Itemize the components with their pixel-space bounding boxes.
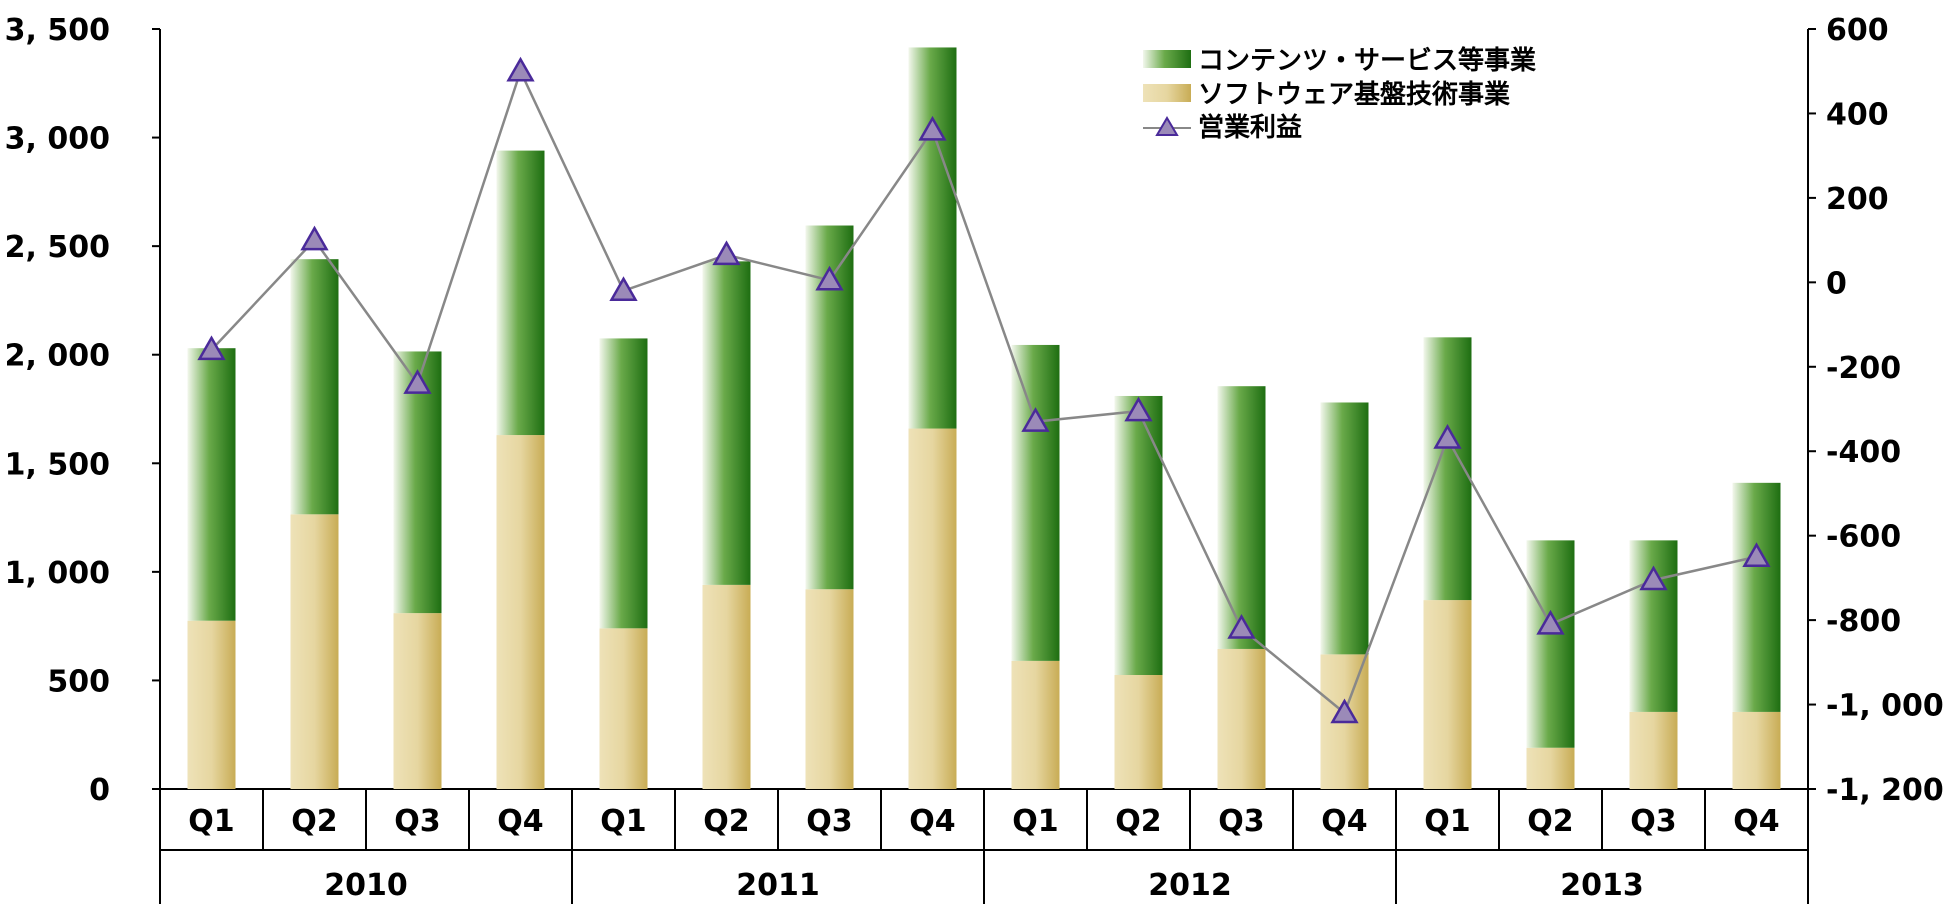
bar-contents [1320,402,1369,655]
operating-profit-point [506,56,535,82]
legend-label-operating-profit: 営業利益 [1198,113,1302,143]
quarter-label: Q4 [909,804,955,839]
operating-profit-line [197,56,1771,724]
bar-contents [290,259,339,515]
right-tick-label: 200 [1826,182,1889,217]
right-tick-label: -600 [1826,520,1901,555]
quarter-label: Q3 [1218,804,1264,839]
category-axis: Q1 Q2 Q3 Q4 Q1 Q2 Q3 Q4 Q1 Q2 Q3 Q4 Q1 Q2 Q3 Q4 2010 2011… [159,789,1809,904]
bar-software [1732,711,1781,789]
bar-software [805,589,854,789]
quarter-label: Q4 [1733,804,1779,839]
quarter-label: Q3 [806,804,852,839]
legend-swatch-contents [1143,50,1191,68]
quarter-label: Q4 [497,804,543,839]
axes: 0 500 1, 000 1, 500 2, 000 2, 500 3, 000 3, 500… [5,13,1944,808]
bar-contents [1732,482,1781,712]
quarter-label: Q2 [291,804,337,839]
left-tick-label: 3, 500 [5,13,110,48]
quarter-label: Q2 [1115,804,1161,839]
year-label: 2013 [1560,868,1644,903]
operating-profit-point [712,240,741,266]
bars [187,47,1781,789]
operating-profit-path [210,67,1757,716]
right-tick-label: -1, 200 [1826,773,1944,808]
bar-contents [393,351,442,614]
year-label: 2012 [1148,868,1232,903]
legend-swatch-marker [1155,116,1179,136]
bar-software [702,584,751,789]
bar-software [1114,675,1163,789]
bar-software [290,514,339,789]
bar-contents [1526,540,1575,748]
left-tick-label: 2, 000 [5,339,110,374]
left-tick-label: 1, 500 [5,447,110,482]
bar-software [187,620,236,789]
left-tick-label: 3, 000 [5,122,110,157]
operating-profit-point [403,369,432,394]
bar-contents [1217,386,1266,649]
bar-contents [187,348,236,621]
bar-software [1423,600,1472,789]
bar-software [1629,711,1678,789]
bar-contents [599,338,648,629]
right-tick-label: -1, 000 [1826,689,1944,724]
legend: コンテンツ・サービス等事業 ソフトウェア基盤技術事業 営業利益 [1143,45,1536,143]
left-tick-label: 0 [89,773,110,808]
bar-contents [908,47,957,429]
quarter-label: Q1 [1012,804,1058,839]
quarter-label: Q1 [600,804,646,839]
right-tick-label: -200 [1826,351,1901,386]
bar-contents [1011,344,1060,661]
operating-profit-point [1742,542,1771,568]
legend-label-contents: コンテンツ・サービス等事業 [1198,45,1536,76]
year-label: 2010 [324,868,408,903]
left-tick-label: 1, 000 [5,556,110,591]
quarter-label: Q4 [1321,804,1367,839]
quarter-label: Q2 [703,804,749,839]
operating-profit-point [815,265,844,291]
legend-swatch-software [1143,84,1191,102]
bar-software [1217,648,1266,789]
left-tick-label: 500 [47,664,110,699]
right-tick-label: -400 [1826,435,1901,470]
operating-profit-point [609,276,638,302]
quarter-label: Q3 [1630,804,1676,839]
legend-label-software: ソフトウェア基盤技術事業 [1198,80,1510,110]
bar-contents [702,261,751,585]
quarter-label: Q1 [1424,804,1470,839]
quarter-label: Q2 [1527,804,1573,839]
bar-software [599,628,648,789]
right-tick-label: -800 [1826,604,1901,639]
bar-software [496,435,545,789]
right-tick-label: 400 [1826,97,1889,132]
operating-profit-point [1639,565,1668,591]
operating-profit-point [1330,698,1359,724]
right-tick-label: 600 [1826,13,1889,48]
bar-software [908,428,957,789]
operating-profit-point [1536,609,1565,635]
bar-contents [496,150,545,436]
left-tick-label: 2, 500 [5,230,110,265]
bar-software [393,613,442,789]
quarter-label: Q3 [394,804,440,839]
operating-profit-point [1021,407,1050,432]
operating-profit-point [300,225,329,251]
bar-software [1011,660,1060,789]
bar-software [1526,747,1575,789]
operating-profit-point [1433,424,1462,449]
operating-profit-point [1227,614,1256,639]
operating-profit-point [1124,396,1153,422]
quarter-label: Q1 [188,804,234,839]
year-label: 2011 [736,868,820,903]
bar-contents [1114,395,1163,675]
right-tick-label: 0 [1826,266,1847,301]
operating-profit-point [197,335,226,361]
operating-profit-point [918,115,947,141]
